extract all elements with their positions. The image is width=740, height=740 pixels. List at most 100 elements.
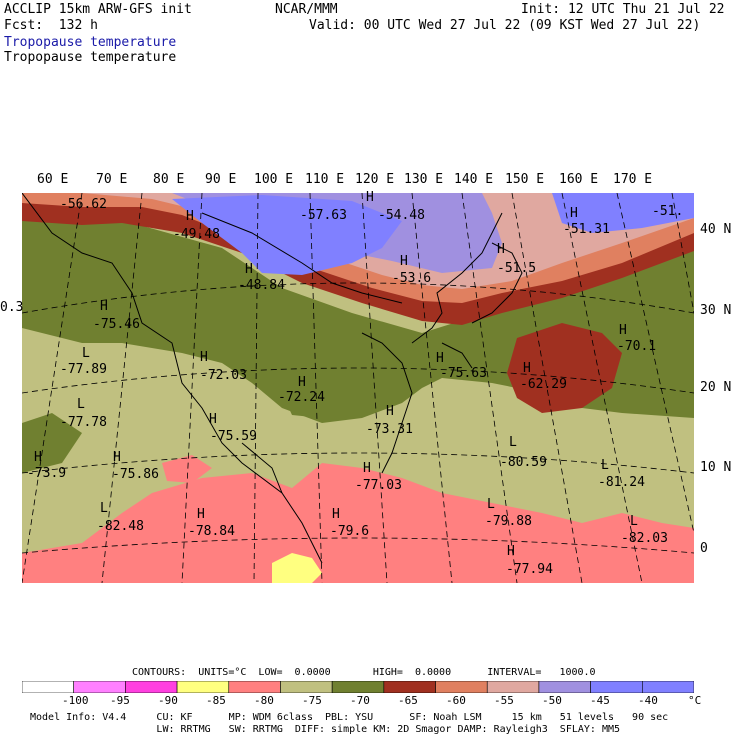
lon-label: 80 E xyxy=(153,172,185,187)
colorbar-swatch xyxy=(435,681,488,693)
colorbar-tick: -95 xyxy=(110,694,130,707)
colorbar-swatch xyxy=(538,681,591,693)
extremum-value: -79.88 xyxy=(485,514,532,529)
band-minus85-90 xyxy=(272,553,322,583)
colorbar-swatch xyxy=(280,681,333,693)
extremum-value: -49.48 xyxy=(173,227,220,242)
extremum-value: -80.59 xyxy=(500,455,547,470)
high-marker: H xyxy=(507,544,515,559)
lon-label: 130 E xyxy=(404,172,444,187)
extremum-value: -73.9 xyxy=(27,466,67,481)
extremum-value: -82.03 xyxy=(621,531,668,546)
colorbar-tick: -100 xyxy=(62,694,89,707)
contours-info: CONTOURS: UNITS=°C LOW= 0.0000 HIGH= 0.0… xyxy=(132,667,596,678)
extremum-value: -77.89 xyxy=(60,362,107,377)
extremum-value: -51. xyxy=(652,204,684,219)
graticule xyxy=(22,193,694,583)
extremum-value: -72.24 xyxy=(278,390,325,405)
high-marker: H xyxy=(34,450,42,465)
extremum-value: -81.24 xyxy=(598,475,645,490)
high-marker: H xyxy=(186,209,194,224)
colorbar-tick: -65 xyxy=(398,694,418,707)
high-marker: H xyxy=(366,190,374,205)
init-time: Init: 12 UTC Thu 21 Jul 22 xyxy=(521,2,725,17)
lon-label: 100 E xyxy=(254,172,294,187)
patch-olive-west xyxy=(22,413,82,473)
lon-label: 150 E xyxy=(505,172,545,187)
colorbar-tick: -60 xyxy=(446,694,466,707)
low-marker: L xyxy=(100,501,108,516)
colorbar-swatch xyxy=(125,681,178,693)
extremum-value: -77.94 xyxy=(506,562,553,577)
lon-label: 120 E xyxy=(355,172,395,187)
lat-label: 0 xyxy=(700,541,708,556)
extremum-value: -51.5 xyxy=(497,261,537,276)
extremum-value: -75.46 xyxy=(93,317,140,332)
high-marker: H xyxy=(363,461,371,476)
colorbar-tick: -90 xyxy=(158,694,178,707)
colorbar-tick: -75 xyxy=(302,694,322,707)
model-title: ACCLIP 15km ARW-GFS init xyxy=(4,2,192,17)
field-title-secondary: Tropopause temperature xyxy=(4,50,177,65)
extremum-value: -48.84 xyxy=(238,278,285,293)
colorbar-unit: °C xyxy=(688,694,702,707)
extremum-value: -56.62 xyxy=(60,197,107,212)
lat-label: 40 N xyxy=(700,222,732,237)
high-marker: H xyxy=(245,262,253,277)
lat-label: 30 N xyxy=(700,303,732,318)
extremum-value: -73.31 xyxy=(366,422,413,437)
high-marker: H xyxy=(436,351,444,366)
colorbar-swatch xyxy=(176,681,230,693)
extremum-value: -72.03 xyxy=(200,368,247,383)
colorbar-tick: -55 xyxy=(494,694,514,707)
colorbar-swatch xyxy=(228,681,281,693)
extremum-value: -53.6 xyxy=(392,271,432,286)
lon-label: 60 E xyxy=(37,172,69,187)
high-marker: H xyxy=(570,206,578,221)
extremum-value: -54.48 xyxy=(378,208,425,223)
colorbar-swatch xyxy=(73,681,126,693)
low-marker: L xyxy=(487,497,495,512)
extremum-value: -79.6 xyxy=(330,524,370,539)
lon-label: 90 E xyxy=(205,172,237,187)
forecast-hour: Fcst: 132 h xyxy=(4,18,98,33)
colorbar-tick: -50 xyxy=(542,694,562,707)
high-marker: H xyxy=(386,404,394,419)
model-info-line-1: Model Info: V4.4 CU: KF MP: WDM 6class P… xyxy=(30,712,669,723)
high-marker: H xyxy=(200,350,208,365)
extremum-value: -51.31 xyxy=(563,222,610,237)
colorbar-swatch xyxy=(22,681,74,693)
high-marker: H xyxy=(209,412,217,427)
valid-time: Valid: 00 UTC Wed 27 Jul 22 (09 KST Wed … xyxy=(309,18,701,33)
extremum-value: -82.48 xyxy=(97,519,144,534)
extremum-value: -75.59 xyxy=(210,429,257,444)
extremum-value: -77.03 xyxy=(355,478,402,493)
colorbar-tick: -70 xyxy=(350,694,370,707)
colorbar-tick: -40 xyxy=(638,694,658,707)
high-marker: H xyxy=(298,375,306,390)
colorbar-swatch xyxy=(383,681,436,693)
extremum-value: -75.63 xyxy=(440,366,487,381)
low-marker: L xyxy=(509,435,517,450)
lon-label: 170 E xyxy=(613,172,653,187)
extremum-value: 0.3 xyxy=(0,300,24,315)
tropopause-temperature-map xyxy=(22,193,694,583)
band-minus80-85 xyxy=(22,463,694,583)
extremum-value: -70.1 xyxy=(617,339,657,354)
lon-label: 140 E xyxy=(454,172,494,187)
low-marker: L xyxy=(601,458,609,473)
institution-label: NCAR/MMM xyxy=(275,2,338,17)
lon-label: 160 E xyxy=(559,172,599,187)
extremum-value: -57.63 xyxy=(300,208,347,223)
colorbar-tick: -85 xyxy=(206,694,226,707)
low-marker: L xyxy=(630,514,638,529)
lat-label: 10 N xyxy=(700,460,732,475)
band-minus45-50-west xyxy=(172,195,402,275)
extremum-value: -62.29 xyxy=(520,377,567,392)
extremum-value: -78.84 xyxy=(188,524,235,539)
patch-olive-center xyxy=(282,388,352,418)
colorbar-swatch xyxy=(642,681,694,693)
high-marker: H xyxy=(523,361,531,376)
extremum-value: -75.86 xyxy=(112,467,159,482)
high-marker: H xyxy=(619,323,627,338)
